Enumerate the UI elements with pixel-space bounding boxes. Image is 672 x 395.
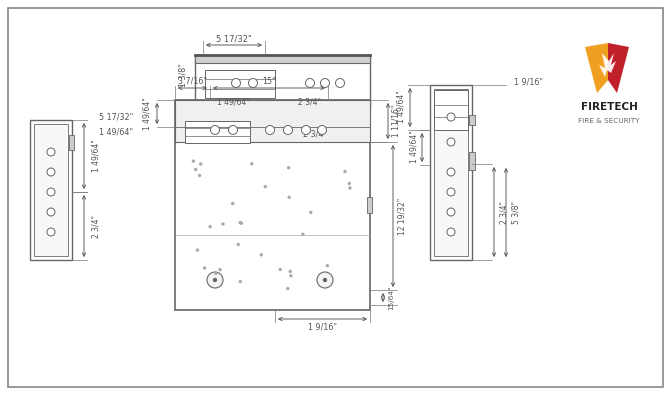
Polygon shape <box>608 43 629 93</box>
Bar <box>469 115 475 125</box>
Text: FIRETECH: FIRETECH <box>581 102 638 112</box>
Bar <box>34 124 68 256</box>
Circle shape <box>348 182 350 184</box>
Bar <box>69 135 74 150</box>
Circle shape <box>210 126 220 135</box>
Bar <box>430 85 472 260</box>
Circle shape <box>302 126 310 135</box>
Circle shape <box>209 226 211 228</box>
Text: 5 17/32": 5 17/32" <box>216 34 252 43</box>
Circle shape <box>288 196 290 198</box>
Text: 12 19/32": 12 19/32" <box>398 198 407 235</box>
Circle shape <box>317 272 333 288</box>
Circle shape <box>302 233 304 235</box>
Circle shape <box>199 175 200 177</box>
Text: FIRE & SECURITY: FIRE & SECURITY <box>578 118 640 124</box>
Circle shape <box>215 273 217 275</box>
Circle shape <box>192 160 194 162</box>
Circle shape <box>249 79 257 88</box>
Circle shape <box>251 163 253 165</box>
Bar <box>185 121 250 143</box>
Circle shape <box>321 79 329 88</box>
Circle shape <box>289 271 291 273</box>
Text: 1 3/8": 1 3/8" <box>179 63 187 87</box>
Circle shape <box>447 228 455 236</box>
Text: 2 3/4": 2 3/4" <box>298 98 321 107</box>
Circle shape <box>47 168 55 176</box>
Circle shape <box>239 280 241 282</box>
Polygon shape <box>585 43 608 93</box>
Circle shape <box>204 267 206 269</box>
Text: 5 3/8": 5 3/8" <box>511 201 521 224</box>
Circle shape <box>47 148 55 156</box>
Text: 1 49/64": 1 49/64" <box>91 139 101 172</box>
Circle shape <box>231 79 241 88</box>
Circle shape <box>232 203 234 205</box>
Circle shape <box>447 188 455 196</box>
Circle shape <box>195 169 197 171</box>
Text: 1 49/64": 1 49/64" <box>99 128 133 137</box>
Circle shape <box>241 222 243 224</box>
Circle shape <box>207 272 223 288</box>
Bar <box>205 70 275 98</box>
Circle shape <box>284 126 292 135</box>
Bar <box>434 90 468 130</box>
Circle shape <box>344 171 346 173</box>
Circle shape <box>200 163 202 165</box>
Text: 15": 15" <box>262 77 276 85</box>
Circle shape <box>447 168 455 176</box>
Circle shape <box>239 222 241 224</box>
Bar <box>469 152 475 170</box>
Circle shape <box>447 113 455 121</box>
Bar <box>175 100 370 310</box>
Text: 1 9/16": 1 9/16" <box>514 77 543 87</box>
Bar <box>30 120 72 260</box>
Bar <box>195 55 370 110</box>
Text: 1 9/16": 1 9/16" <box>308 322 337 331</box>
Circle shape <box>228 126 237 135</box>
Text: 2 3/4": 2 3/4" <box>499 201 509 224</box>
Bar <box>175 100 370 142</box>
Circle shape <box>196 249 198 251</box>
Circle shape <box>214 278 216 282</box>
Text: 1 11/16": 1 11/16" <box>392 105 401 137</box>
Text: 2 3/4": 2 3/4" <box>303 130 327 139</box>
Circle shape <box>279 269 281 271</box>
Text: 2 3/4": 2 3/4" <box>91 214 101 237</box>
Circle shape <box>335 79 345 88</box>
Circle shape <box>306 79 314 88</box>
Text: 1 49/64": 1 49/64" <box>216 98 249 107</box>
Circle shape <box>290 275 292 277</box>
Bar <box>195 55 370 63</box>
Circle shape <box>47 188 55 196</box>
Circle shape <box>323 278 327 282</box>
Circle shape <box>447 208 455 216</box>
Text: 15/64": 15/64" <box>388 285 394 310</box>
Circle shape <box>237 243 239 245</box>
Circle shape <box>265 126 274 135</box>
Circle shape <box>327 265 329 267</box>
Circle shape <box>47 208 55 216</box>
Circle shape <box>219 269 221 271</box>
Circle shape <box>349 187 351 189</box>
Circle shape <box>288 167 290 169</box>
Text: 3 7/16": 3 7/16" <box>177 77 206 85</box>
Circle shape <box>222 223 224 225</box>
Circle shape <box>260 254 262 256</box>
Text: 1 49/64": 1 49/64" <box>409 131 419 164</box>
Bar <box>434 89 468 256</box>
Circle shape <box>47 228 55 236</box>
Bar <box>367 197 372 213</box>
Text: 5 17/32": 5 17/32" <box>99 113 133 122</box>
Circle shape <box>447 138 455 146</box>
Circle shape <box>287 288 289 290</box>
Text: 1 49/64": 1 49/64" <box>142 97 151 130</box>
Text: 1 49/64": 1 49/64" <box>396 90 405 123</box>
Circle shape <box>264 186 266 188</box>
Polygon shape <box>599 53 616 77</box>
Circle shape <box>317 126 327 135</box>
Circle shape <box>310 211 312 213</box>
